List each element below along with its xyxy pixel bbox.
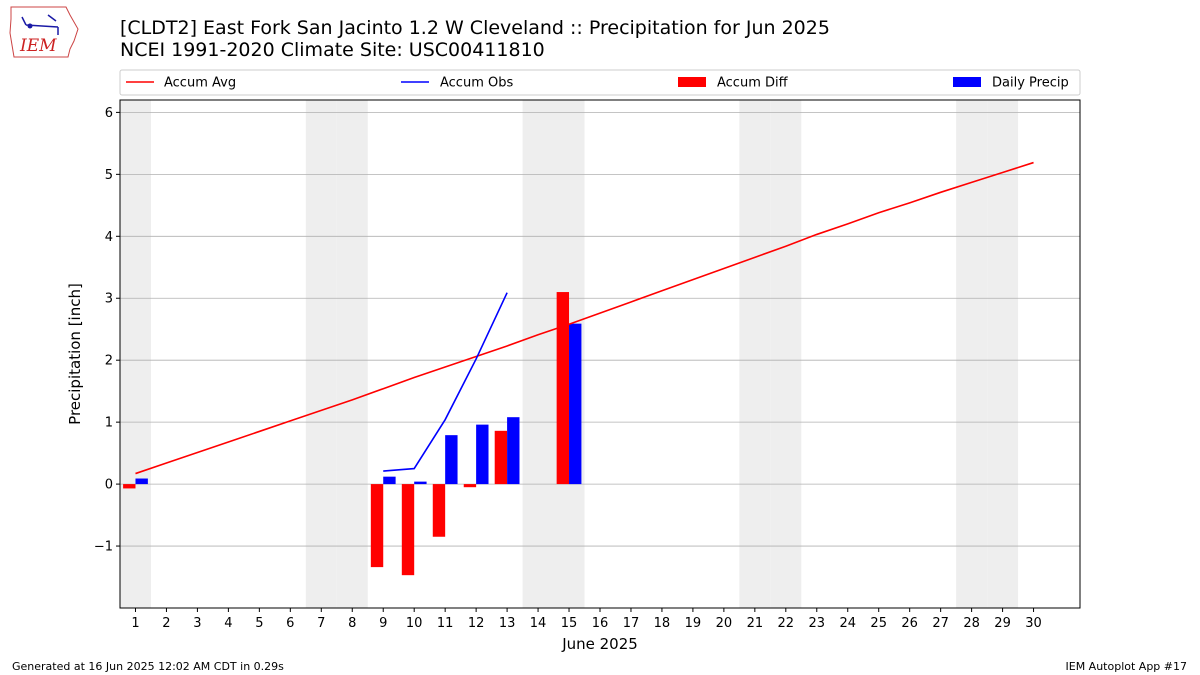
x-tick-label: 2 bbox=[162, 616, 170, 631]
y-tick-label: 1 bbox=[105, 416, 113, 431]
daily-precip-bar-day-15 bbox=[569, 323, 582, 485]
legend-label-daily-precip: Daily Precip bbox=[992, 76, 1069, 91]
x-axis-label: June 2025 bbox=[561, 635, 638, 653]
x-tick-label: 20 bbox=[716, 616, 733, 631]
legend-label-accum-obs: Accum Obs bbox=[440, 76, 513, 91]
accum-diff-bar-day-15 bbox=[556, 292, 570, 485]
bar-marks bbox=[123, 292, 582, 576]
iem-logo: IEM bbox=[8, 5, 80, 63]
x-tick-label: 4 bbox=[224, 616, 232, 631]
x-tick-label: 6 bbox=[286, 616, 294, 631]
x-tick-label: 11 bbox=[437, 616, 454, 631]
x-tick-label: 17 bbox=[623, 616, 640, 631]
accum-avg-line bbox=[135, 161, 1034, 475]
x-tick-label: 26 bbox=[901, 616, 918, 631]
daily-precip-bar-day-10 bbox=[414, 481, 427, 485]
grid-lines bbox=[120, 111, 1080, 547]
weekend-band-8 bbox=[336, 100, 368, 608]
accum-diff-bar-day-13 bbox=[494, 430, 508, 485]
x-tick-label: 21 bbox=[747, 616, 764, 631]
accum-obs-line bbox=[383, 292, 508, 472]
y-tick-label: 4 bbox=[105, 230, 113, 245]
daily-precip-bar-day-13 bbox=[507, 417, 520, 485]
x-tick-label: 28 bbox=[963, 616, 980, 631]
x-tick-label: 22 bbox=[778, 616, 795, 631]
x-tick-label: 8 bbox=[348, 616, 356, 631]
x-tick-label: 9 bbox=[379, 616, 387, 631]
x-tick-label: 1 bbox=[131, 616, 139, 631]
chart-title: [CLDT2] East Fork San Jacinto 1.2 W Clev… bbox=[120, 17, 830, 39]
accum-diff-bar-day-9 bbox=[370, 484, 384, 568]
plot-frame bbox=[119, 99, 1081, 609]
svg-text:IEM: IEM bbox=[19, 36, 57, 56]
legend-swatch-accum-diff bbox=[678, 77, 706, 87]
x-tick-label: 13 bbox=[499, 616, 516, 631]
x-tick-label: 16 bbox=[592, 616, 609, 631]
footer-generated: Generated at 16 Jun 2025 12:02 AM CDT in… bbox=[12, 660, 284, 673]
weekend-band-29 bbox=[987, 100, 1019, 608]
x-tick-label: 14 bbox=[530, 616, 547, 631]
y-tick-label: 6 bbox=[105, 106, 113, 121]
accum-diff-bar-day-10 bbox=[401, 484, 415, 576]
y-tick-label: 2 bbox=[105, 354, 113, 369]
daily-precip-bar-day-11 bbox=[445, 435, 458, 485]
y-tick-label: 3 bbox=[105, 292, 113, 307]
y-axis-label: Precipitation [inch] bbox=[66, 283, 84, 425]
x-tick-label: 18 bbox=[654, 616, 671, 631]
weekend-band-14 bbox=[522, 100, 554, 608]
y-tick-label: −1 bbox=[94, 540, 113, 555]
x-tick-label: 3 bbox=[193, 616, 201, 631]
accum-diff-bar-day-12 bbox=[463, 484, 477, 488]
legend-label-accum-diff: Accum Diff bbox=[717, 76, 789, 91]
daily-precip-bar-day-12 bbox=[476, 424, 489, 485]
x-tick-label: 12 bbox=[468, 616, 485, 631]
legend: Accum Avg Accum Obs Accum Diff Daily Pre… bbox=[119, 69, 1081, 96]
x-tick-label: 30 bbox=[1025, 616, 1042, 631]
weekend-band-22 bbox=[770, 100, 802, 608]
daily-precip-bar-day-1 bbox=[135, 478, 148, 485]
chart-subtitle: NCEI 1991-2020 Climate Site: USC00411810 bbox=[120, 39, 545, 61]
x-tick-label: 25 bbox=[870, 616, 887, 631]
footer-app: IEM Autoplot App #17 bbox=[1065, 660, 1188, 673]
x-tick-label: 23 bbox=[809, 616, 826, 631]
x-tick-label: 29 bbox=[994, 616, 1011, 631]
weekend-band-21 bbox=[739, 100, 771, 608]
y-tick-label: 0 bbox=[105, 478, 113, 493]
x-tick-label: 27 bbox=[932, 616, 949, 631]
line-marks bbox=[135, 161, 1034, 475]
weekend-band-28 bbox=[956, 100, 988, 608]
x-tick-label: 19 bbox=[685, 616, 702, 631]
x-tick-label: 24 bbox=[839, 616, 856, 631]
weekend-shading bbox=[120, 100, 1019, 608]
accum-diff-bar-day-11 bbox=[432, 484, 446, 537]
legend-swatch-daily-precip bbox=[953, 77, 981, 87]
accum-diff-bar-day-1 bbox=[123, 484, 136, 489]
weekend-band-7 bbox=[305, 100, 337, 608]
daily-precip-bar-day-9 bbox=[383, 476, 396, 485]
x-tick-label: 10 bbox=[406, 616, 423, 631]
x-tick-label: 15 bbox=[561, 616, 578, 631]
x-tick-label: 5 bbox=[255, 616, 263, 631]
x-tick-label: 7 bbox=[317, 616, 325, 631]
weekend-band-1 bbox=[120, 100, 151, 608]
y-tick-label: 5 bbox=[105, 168, 113, 183]
legend-label-accum-avg: Accum Avg bbox=[164, 76, 236, 91]
